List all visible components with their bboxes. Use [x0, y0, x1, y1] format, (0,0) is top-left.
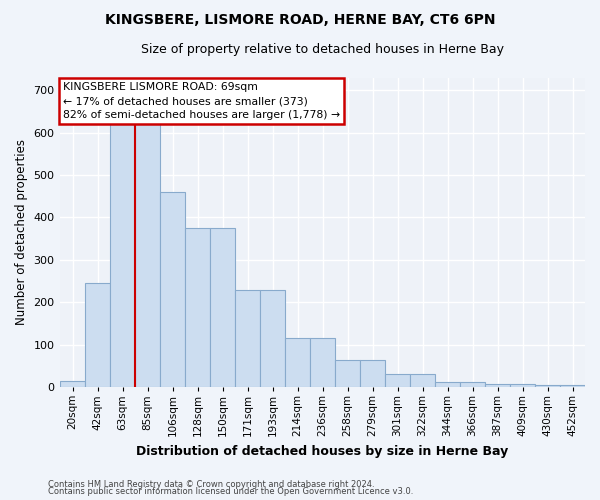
Bar [510, 384, 535, 387]
Bar [485, 384, 510, 387]
Bar [335, 360, 360, 387]
Bar [460, 382, 485, 387]
X-axis label: Distribution of detached houses by size in Herne Bay: Distribution of detached houses by size … [136, 444, 509, 458]
Bar [410, 374, 435, 387]
Bar [235, 290, 260, 387]
Bar [385, 374, 410, 387]
Bar [285, 338, 310, 387]
Bar [135, 122, 160, 387]
Bar [560, 386, 585, 387]
Bar [85, 283, 110, 387]
Bar [185, 228, 210, 387]
Bar [60, 380, 85, 387]
Bar [360, 360, 385, 387]
Bar [435, 382, 460, 387]
Bar [110, 122, 135, 387]
Bar [535, 386, 560, 387]
Bar [210, 228, 235, 387]
Text: Contains HM Land Registry data © Crown copyright and database right 2024.: Contains HM Land Registry data © Crown c… [48, 480, 374, 489]
Text: Contains public sector information licensed under the Open Government Licence v3: Contains public sector information licen… [48, 487, 413, 496]
Y-axis label: Number of detached properties: Number of detached properties [15, 140, 28, 326]
Bar [160, 192, 185, 387]
Text: KINGSBERE, LISMORE ROAD, HERNE BAY, CT6 6PN: KINGSBERE, LISMORE ROAD, HERNE BAY, CT6 … [105, 12, 495, 26]
Bar [260, 290, 285, 387]
Title: Size of property relative to detached houses in Herne Bay: Size of property relative to detached ho… [141, 42, 504, 56]
Text: KINGSBERE LISMORE ROAD: 69sqm
← 17% of detached houses are smaller (373)
82% of : KINGSBERE LISMORE ROAD: 69sqm ← 17% of d… [63, 82, 340, 120]
Bar [310, 338, 335, 387]
